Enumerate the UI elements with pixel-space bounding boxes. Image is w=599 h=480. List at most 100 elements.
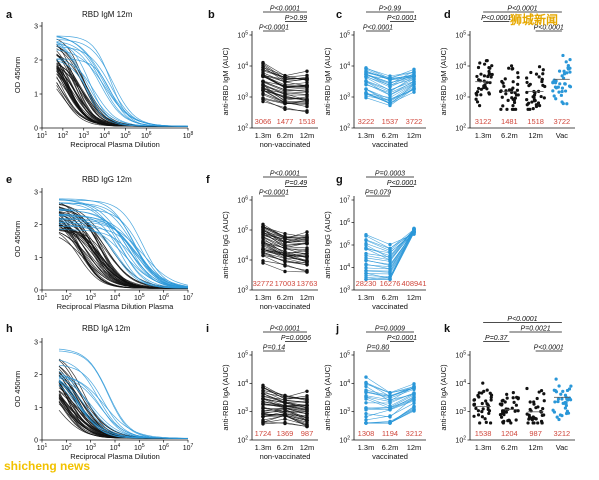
data-point bbox=[514, 403, 518, 407]
median-value: 1204 bbox=[501, 429, 518, 438]
data-point bbox=[412, 230, 416, 235]
data-point bbox=[479, 93, 483, 97]
data-point bbox=[412, 227, 416, 231]
data-point bbox=[476, 413, 481, 417]
panel-label: c bbox=[336, 9, 342, 21]
group-label: non-vaccinated bbox=[260, 302, 311, 311]
y-tick-label: 105 bbox=[455, 31, 466, 40]
data-point bbox=[502, 84, 506, 88]
median-value: 1724 bbox=[255, 429, 272, 438]
points bbox=[261, 60, 309, 114]
data-point bbox=[364, 233, 368, 237]
points bbox=[364, 375, 416, 425]
y-tick-label: 103 bbox=[455, 407, 466, 416]
category-label: 12m bbox=[407, 131, 422, 140]
data-point bbox=[261, 99, 265, 104]
data-point bbox=[261, 383, 265, 388]
y-tick-label: 103 bbox=[339, 93, 350, 102]
data-point bbox=[542, 413, 546, 417]
data-point bbox=[564, 403, 569, 408]
data-point bbox=[560, 74, 564, 78]
data-point bbox=[534, 104, 539, 109]
data-point bbox=[507, 66, 511, 70]
data-point bbox=[364, 67, 368, 71]
panel-d: d 102 103 104 105 anti-RBD IgM (AUC) 1.3m 6.2m 1… bbox=[439, 6, 575, 140]
data-point bbox=[553, 81, 558, 85]
y-tick-label: 102 bbox=[339, 124, 350, 133]
median-value: 17003 bbox=[275, 279, 296, 288]
p-value: P=0.49 bbox=[285, 180, 307, 187]
x-tick-label: 104 bbox=[99, 131, 110, 140]
data-point bbox=[512, 98, 516, 102]
data-point bbox=[472, 414, 476, 418]
median-value: 3722 bbox=[554, 117, 571, 126]
y-tick-label: 103 bbox=[339, 286, 350, 295]
data-point bbox=[531, 415, 535, 419]
data-point bbox=[305, 240, 309, 245]
data-point bbox=[305, 110, 309, 114]
data-point bbox=[283, 393, 287, 398]
data-point bbox=[476, 90, 480, 94]
data-point bbox=[479, 72, 483, 76]
data-point bbox=[412, 395, 416, 400]
data-point bbox=[261, 79, 265, 83]
data-point bbox=[305, 409, 309, 414]
median-value: 3212 bbox=[406, 429, 423, 438]
data-point bbox=[364, 266, 368, 270]
data-point bbox=[525, 103, 529, 107]
data-point bbox=[528, 400, 532, 404]
data-point bbox=[261, 239, 265, 244]
data-point bbox=[486, 403, 490, 407]
curve-non-vaccinated bbox=[56, 65, 188, 127]
data-point bbox=[364, 87, 368, 92]
panel-g: g 103 104 105 106 107 anti-RBD IgG (AUC) 1.3m 6.… bbox=[323, 171, 427, 312]
p-value: P=0.0003 bbox=[375, 171, 405, 178]
median-value: 987 bbox=[301, 429, 314, 438]
y-axis-title: anti-RBD IgA (AUC) bbox=[323, 364, 332, 431]
x-tick-label: 104 bbox=[110, 293, 121, 302]
data-point bbox=[305, 93, 309, 97]
data-point bbox=[531, 107, 535, 111]
p-value: P<0.0001 bbox=[259, 25, 289, 32]
y-tick-label: 2 bbox=[34, 222, 38, 229]
panel-j: j 102 103 104 105 anti-RBD IgA (AUC) 1.3m 6.2m 1… bbox=[323, 323, 426, 461]
category-label: 1.3m bbox=[358, 443, 375, 452]
data-point bbox=[481, 407, 485, 411]
data-point bbox=[561, 401, 565, 405]
data-point bbox=[536, 101, 541, 105]
curve-vaccinated bbox=[58, 202, 188, 288]
y-tick-label: 105 bbox=[237, 226, 248, 235]
y-tick-label: 104 bbox=[237, 256, 248, 265]
y-axis-title: anti-RBD IgA (AUC) bbox=[221, 364, 230, 431]
data-point bbox=[540, 421, 544, 425]
curve-non-vaccinated bbox=[56, 66, 188, 127]
data-point bbox=[283, 75, 287, 80]
data-point bbox=[500, 403, 504, 407]
y-tick-label: 103 bbox=[339, 407, 350, 416]
data-point bbox=[490, 64, 494, 68]
category-label: 6.2m bbox=[277, 293, 294, 302]
curves bbox=[56, 35, 188, 127]
data-point bbox=[364, 421, 368, 425]
x-tick-label: 106 bbox=[141, 131, 152, 140]
data-point bbox=[283, 406, 287, 410]
data-point bbox=[412, 382, 416, 386]
curve-non-vaccinated bbox=[58, 387, 188, 439]
x-tick-label: 102 bbox=[61, 443, 72, 452]
x-tick-label: 107 bbox=[183, 293, 194, 302]
data-point bbox=[283, 84, 287, 88]
data-point bbox=[261, 399, 265, 404]
panel-c: c 102 103 104 105 anti-RBD IgM (AUC) 1.3m 6.2m 1… bbox=[323, 6, 426, 149]
data-point bbox=[478, 61, 482, 65]
data-point bbox=[485, 388, 489, 392]
data-point bbox=[283, 241, 287, 245]
x-tick-label: 103 bbox=[78, 131, 89, 140]
data-point bbox=[480, 401, 484, 406]
data-point bbox=[388, 101, 392, 106]
curve-vaccinated bbox=[58, 199, 188, 288]
data-point bbox=[525, 90, 529, 95]
paired-line bbox=[262, 62, 308, 77]
category-label: 1.3m bbox=[358, 293, 375, 302]
y-tick-label: 104 bbox=[455, 62, 466, 71]
y-axis-title: OD 450nm bbox=[13, 371, 22, 407]
